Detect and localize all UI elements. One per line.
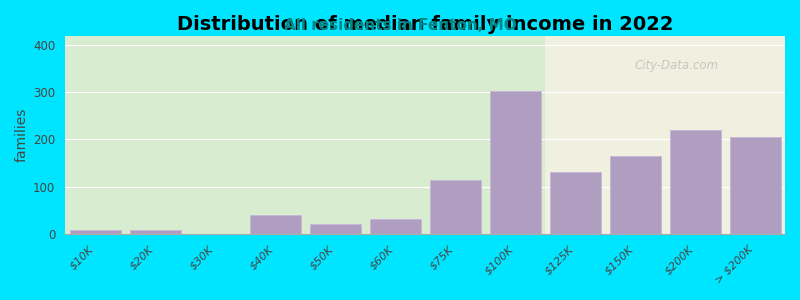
Text: All residents in Fenton, MO: All residents in Fenton, MO: [284, 18, 516, 33]
Bar: [730, 137, 781, 234]
Bar: [250, 215, 301, 234]
Text: City-Data.com: City-Data.com: [635, 59, 719, 72]
Bar: [65, 36, 545, 234]
Bar: [70, 230, 121, 234]
Bar: [430, 179, 481, 234]
Bar: [550, 172, 601, 234]
Bar: [670, 130, 721, 234]
Bar: [370, 219, 421, 234]
Bar: [490, 91, 541, 234]
Title: Distribution of median family income in 2022: Distribution of median family income in …: [177, 15, 674, 34]
Bar: [610, 156, 661, 234]
Bar: [130, 230, 181, 234]
Y-axis label: families: families: [15, 107, 29, 162]
Bar: [310, 224, 361, 234]
